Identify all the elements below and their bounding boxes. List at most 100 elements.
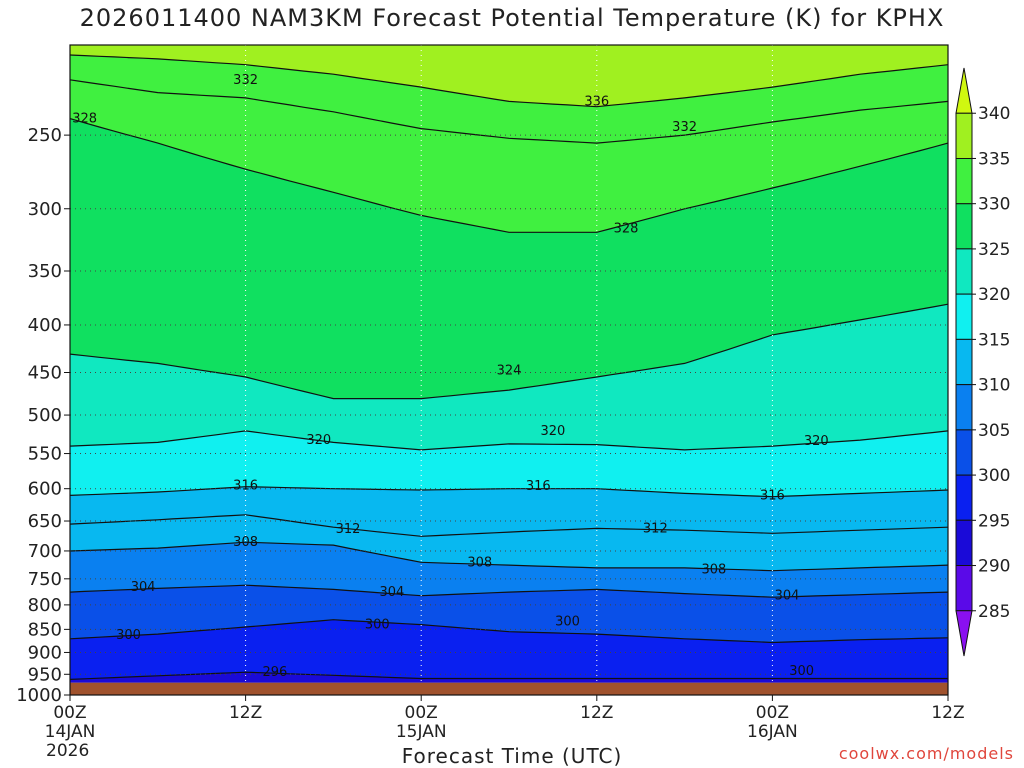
contour-label: 308 [701, 563, 726, 578]
contour-label: 320 [540, 424, 565, 439]
x-tick-label: 14JAN [45, 722, 96, 742]
contour-304 [69, 584, 949, 598]
contour-label: 304 [380, 585, 405, 600]
plot-frame [69, 44, 949, 696]
x-tick-label: 15JAN [396, 722, 447, 742]
contour-label: 316 [760, 488, 785, 503]
y-tick-label: 450 [28, 363, 62, 384]
y-tick-label: 650 [28, 511, 62, 532]
y-tick-label: 400 [28, 315, 62, 336]
contour-label: 304 [775, 589, 800, 604]
y-tick-label: 500 [28, 405, 62, 426]
colorbar-segment [955, 519, 973, 567]
y-tick-label: 900 [28, 642, 62, 663]
band-fill [70, 585, 948, 643]
band-fill [70, 79, 948, 233]
contour-308 [69, 541, 949, 572]
colorbar-segment [955, 112, 973, 159]
y-tick-label: 800 [28, 595, 62, 616]
y-tick-label: 1000 [16, 685, 62, 706]
colorbar-label: 320 [978, 285, 1010, 305]
contour-296 [69, 671, 948, 680]
x-tick-label: 00Z [405, 703, 438, 723]
y-tick-label: 250 [28, 125, 62, 146]
contour-label: 328 [614, 221, 639, 236]
x-tick-label: 12Z [931, 703, 964, 723]
colorbar-label: 300 [978, 466, 1010, 486]
band-fill [70, 118, 948, 399]
x-axis-title: Forecast Time (UTC) [401, 744, 623, 768]
contour-label: 300 [555, 615, 580, 630]
colorbar-label: 305 [978, 421, 1010, 441]
contour-336 [69, 54, 949, 108]
x-tick-label: 00Z [756, 703, 789, 723]
x-tick-label: 16JAN [747, 722, 798, 742]
contour-300 [69, 619, 949, 644]
filled-bands [70, 45, 948, 683]
contour-316 [69, 486, 949, 498]
colorbar-label: 315 [978, 330, 1010, 350]
contour-label: 336 [584, 94, 609, 109]
contour-label: 300 [365, 618, 390, 633]
band-fill [70, 486, 948, 537]
colorbar-segment [955, 474, 973, 521]
credit-text: coolwx.com/models [838, 744, 1014, 763]
band-fill [70, 304, 948, 450]
y-tick-label: 700 [28, 541, 62, 562]
band-fill [70, 55, 948, 144]
y-tick-label: 750 [28, 569, 62, 590]
terrain-fill [70, 682, 948, 695]
y-tick-label: 350 [28, 261, 62, 282]
colorbar-segment [955, 610, 973, 657]
colorbar-label: 310 [978, 376, 1010, 396]
contour-label: 324 [497, 364, 522, 379]
colorbar-segment [955, 338, 973, 386]
contour-label: 300 [116, 628, 141, 643]
y-tick-label: 300 [28, 199, 62, 220]
y-tick-label: 950 [28, 664, 62, 685]
colorbar-segment [955, 429, 973, 476]
contour-label: 316 [526, 479, 551, 494]
y-axis: 2503003504004505005506006507007508008509… [16, 125, 70, 706]
contour-312 [69, 514, 949, 537]
x-tick-label: 00Z [53, 703, 86, 723]
band-fill [70, 542, 948, 598]
band-fill [70, 672, 948, 683]
contour-324 [69, 303, 949, 400]
contour-332 [69, 79, 949, 144]
y-tick-label: 600 [28, 479, 62, 500]
colorbar-label: 290 [978, 557, 1010, 577]
colorbar-segment [955, 384, 973, 431]
colorbar-label: 330 [978, 195, 1010, 215]
colorbar-segment [955, 565, 973, 612]
contour-label: 316 [233, 478, 258, 493]
band-fill [70, 430, 948, 497]
contour-label: 320 [306, 433, 331, 448]
band-fill [70, 45, 948, 107]
contour-label: 312 [336, 522, 361, 537]
contour-label: 332 [233, 73, 258, 88]
colorbar-segment [955, 293, 973, 340]
colorbar-segment [955, 157, 973, 205]
y-tick-label: 850 [28, 619, 62, 640]
x-tick-label: 12Z [229, 703, 262, 723]
contour-lines [69, 54, 949, 680]
contour-label: 332 [672, 120, 697, 135]
contour-label: 296 [262, 665, 287, 680]
contour-label: 308 [467, 555, 492, 570]
x-tick-label: 12Z [580, 703, 613, 723]
contour-label: 328 [72, 112, 97, 127]
colorbar-segment [955, 248, 973, 295]
x-tick-label: 2026 [46, 741, 89, 761]
colorbar: 340 335 330 325 320 315 310 305 300 295 290 285 [955, 67, 1010, 657]
contour-label: 312 [643, 521, 668, 536]
chart-title: 2026011400 NAM3KM Forecast Potential Tem… [79, 4, 945, 32]
colorbar-label: 340 [978, 104, 1010, 124]
colorbar-label: 335 [978, 149, 1010, 169]
band-fill [70, 619, 948, 680]
band-fill [70, 514, 948, 571]
colorbar-label: 285 [978, 602, 1010, 622]
contour-label: 320 [804, 434, 829, 449]
